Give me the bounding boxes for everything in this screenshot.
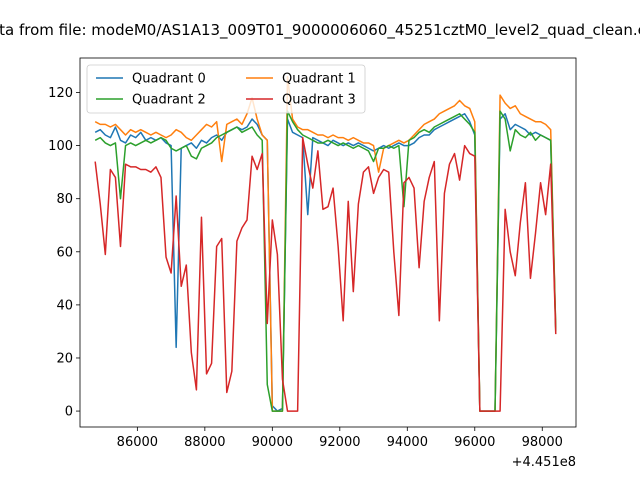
y-axis: 0 20 40 60 80 100 120 (48, 86, 80, 420)
plot-frame (79, 57, 577, 428)
x-tick-label: 88000 (184, 435, 225, 450)
y-tick-label: 100 (48, 139, 73, 154)
x-tick-label: 86000 (117, 435, 158, 450)
chart-title: Data from file: modeM0/AS1A13_009T01_900… (0, 21, 640, 40)
legend-label-0: Quadrant 0 (132, 72, 206, 87)
plot-area (80, 58, 576, 427)
legend-box (86, 64, 366, 114)
x-tick-label: 92000 (319, 435, 360, 450)
x-axis: 86000 88000 90000 92000 94000 96000 98000 (117, 427, 563, 450)
y-tick-label: 20 (56, 351, 73, 366)
legend-label-1: Quadrant 1 (282, 72, 356, 87)
x-tick-label: 90000 (252, 435, 293, 450)
legend-label-2: Quadrant 2 (132, 93, 206, 108)
y-tick-label: 60 (56, 245, 73, 260)
series-line-3 (94, 136, 557, 412)
y-tick-label: 80 (56, 192, 73, 207)
y-tick-label: 40 (56, 298, 73, 313)
series-lines (94, 75, 557, 412)
x-tick-label: 98000 (522, 435, 563, 450)
y-tick-label: 0 (65, 405, 73, 420)
y-tick-label: 120 (48, 86, 73, 101)
x-tick-label: 94000 (387, 435, 428, 450)
x-offset-label: +4.451e8 (512, 455, 576, 470)
x-tick-label: 96000 (454, 435, 495, 450)
legend: Quadrant 0 Quadrant 1 Quadrant 2 Quadrant 3 (86, 64, 366, 114)
legend-label-3: Quadrant 3 (282, 93, 356, 108)
